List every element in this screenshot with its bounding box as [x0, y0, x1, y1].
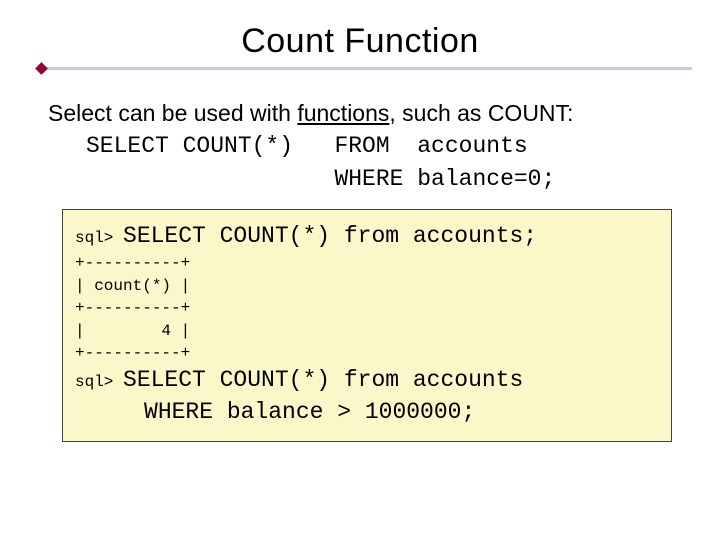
- intro-before: Select can be used with: [48, 100, 297, 126]
- sql-prompt: sql>: [75, 373, 123, 391]
- example-sql-line2: WHERE balance=0;: [48, 164, 672, 195]
- example-sql-line1: SELECT COUNT(*) FROM accounts: [48, 131, 672, 162]
- slide: { "title": "Count Function", "intro": { …: [0, 0, 720, 540]
- intro-functions-word: functions: [297, 100, 389, 126]
- intro-after: , such as COUNT:: [389, 100, 573, 126]
- query1-line: sql> SELECT COUNT(*) from accounts;: [75, 220, 659, 252]
- query2a-text: SELECT COUNT(*) from accounts: [123, 367, 523, 393]
- intro-text: Select can be used with functions, such …: [0, 70, 720, 195]
- query2-line2: WHERE balance > 1000000;: [75, 396, 659, 428]
- query1-result: +----------+ | count(*) | +----------+ |…: [75, 252, 659, 364]
- title-underline: [0, 67, 720, 70]
- slide-title: Count Function: [0, 0, 720, 61]
- query1-text: SELECT COUNT(*) from accounts;: [123, 223, 537, 249]
- query2-line1: sql> SELECT COUNT(*) from accounts: [75, 364, 659, 396]
- code-output-box: sql> SELECT COUNT(*) from accounts; +---…: [62, 209, 672, 442]
- sql-prompt: sql>: [75, 229, 123, 247]
